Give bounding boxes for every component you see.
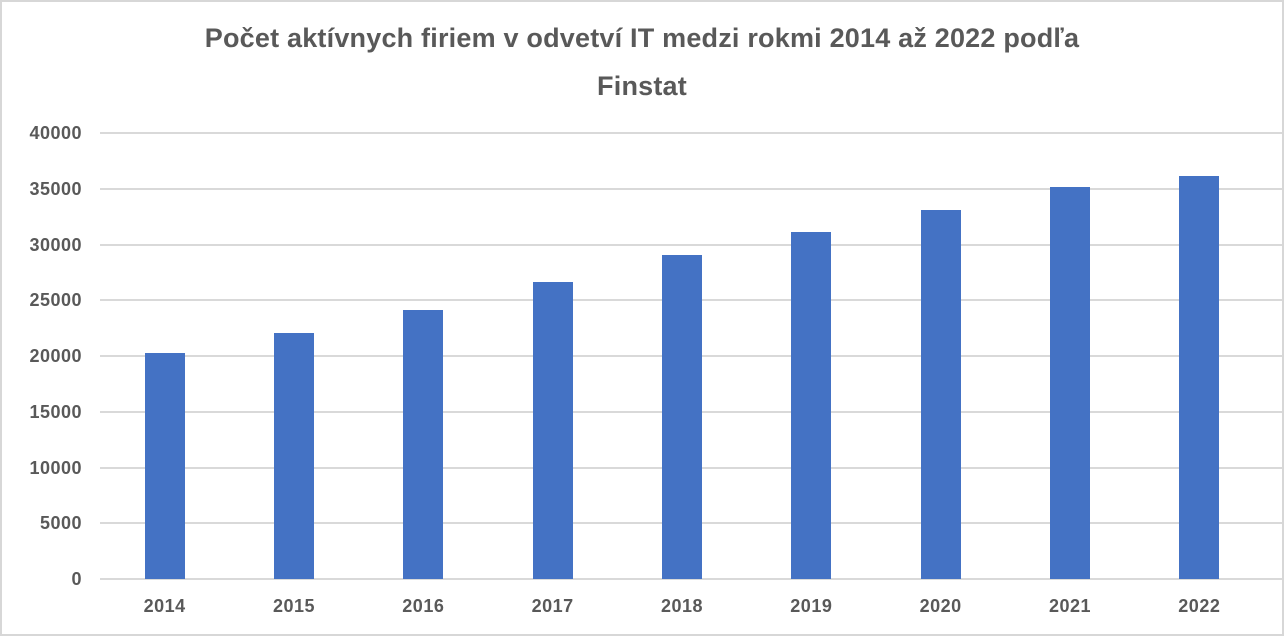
- bar-2022: [1179, 176, 1220, 579]
- y-axis-tick-label-10000: 10000: [29, 457, 82, 478]
- x-axis-label-2021: 2021: [1048, 596, 1092, 616]
- y-axis-tick-label-40000: 40000: [29, 123, 82, 143]
- bar-2015: [274, 332, 314, 579]
- chart-title-line2: Finstat: [597, 71, 687, 101]
- x-axis-label-2017: 2017: [531, 596, 574, 616]
- y-axis-tick-label-0: 0: [71, 569, 82, 589]
- gridline-30000: [100, 243, 1282, 246]
- chart-title: Počet aktívnych firiem v odvetví IT medz…: [2, 14, 1282, 110]
- bar-2016: [403, 310, 444, 579]
- bar-2019: [791, 232, 832, 579]
- bar-2018: [662, 254, 702, 579]
- y-axis-tick-label-25000: 25000: [29, 290, 82, 311]
- gridline-0: [100, 578, 1282, 580]
- x-axis-label-2016: 2016: [402, 596, 445, 616]
- y-axis-tick-label-20000: 20000: [29, 346, 82, 366]
- x-axis-label-2018: 2018: [660, 596, 704, 616]
- chart-title-line1: Počet aktívnych firiem v odvetví IT medz…: [204, 23, 1080, 53]
- gridline-35000: [100, 187, 1282, 190]
- x-axis-label-2015: 2015: [272, 596, 316, 616]
- bar-2020: [920, 209, 961, 579]
- y-axis-tick-label-5000: 5000: [39, 513, 82, 534]
- x-axis-label-2014: 2014: [143, 596, 186, 616]
- x-axis-label-2022: 2022: [1178, 596, 1221, 616]
- bar-2017: [532, 282, 573, 579]
- y-axis-tick-label-15000: 15000: [29, 401, 82, 422]
- x-axis-label-2019: 2019: [790, 596, 833, 616]
- y-axis-tick-label-35000: 35000: [29, 178, 82, 199]
- bar-2014: [144, 352, 185, 579]
- y-axis-tick-label-30000: 30000: [29, 234, 82, 255]
- bar-2021: [1050, 186, 1090, 579]
- gridline-40000: [100, 132, 1282, 134]
- x-axis-label-2020: 2020: [919, 596, 962, 616]
